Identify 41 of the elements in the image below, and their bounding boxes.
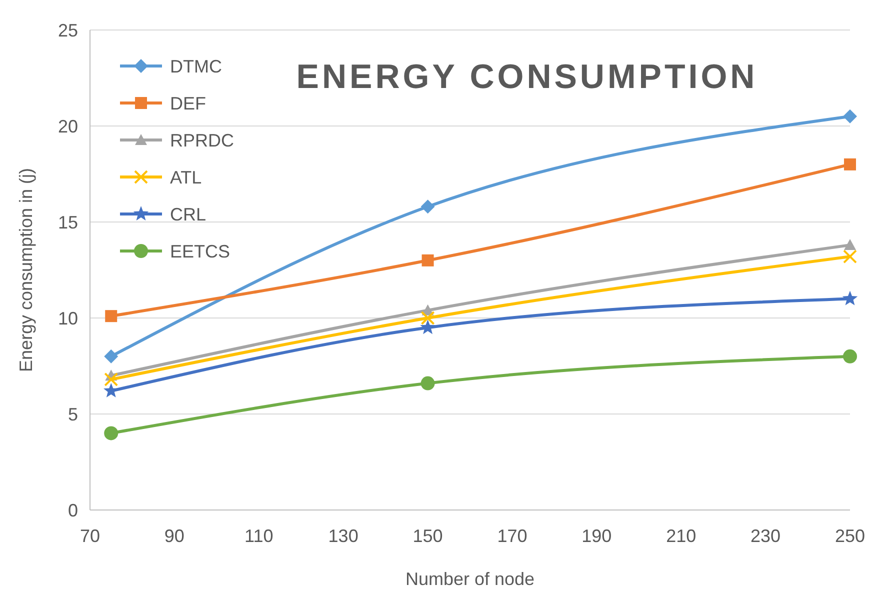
point [844, 158, 856, 170]
point [843, 349, 857, 364]
point [105, 310, 118, 322]
point [842, 290, 858, 306]
x-tick-label: 230 [750, 526, 781, 546]
point [844, 239, 856, 250]
x-tick-label: 170 [497, 526, 528, 546]
point [420, 320, 436, 334]
point [420, 376, 435, 390]
point [104, 382, 119, 398]
x-axis-title: Number of node [405, 569, 535, 589]
y-tick-label: 15 [58, 212, 78, 232]
legend-label: EETCS [170, 241, 230, 262]
legend-label: DTMC [170, 56, 222, 76]
x-tick-label: 210 [666, 526, 696, 546]
legend-label: RPRDC [170, 130, 234, 150]
y-tick-label: 25 [58, 20, 78, 40]
y-tick-label: 10 [58, 308, 78, 328]
point [843, 250, 857, 264]
x-tick-label: 70 [80, 526, 100, 546]
y-tick-label: 0 [68, 500, 78, 520]
x-tick-label: 190 [582, 526, 612, 546]
text: ENERGY CONSUMPTION [296, 58, 758, 96]
legend-label: CRL [170, 204, 206, 224]
x-tick-label: 150 [412, 526, 443, 546]
point [843, 109, 857, 124]
x-tick-label: 250 [834, 526, 866, 546]
point [104, 426, 118, 440]
legend-label: ATL [170, 167, 202, 188]
x-tick-label: 130 [328, 526, 358, 546]
x-tick-label: 90 [164, 526, 184, 546]
x-tick-label: 110 [244, 526, 274, 546]
y-tick-label: 5 [68, 404, 78, 424]
legend-label: DEF [170, 93, 206, 114]
point [422, 254, 434, 266]
y-tick-label: 20 [58, 116, 78, 136]
point [104, 372, 118, 386]
point [420, 311, 435, 325]
point [420, 200, 435, 214]
y-axis-title: Energy consumption in (j) [16, 168, 36, 372]
point [104, 349, 118, 364]
